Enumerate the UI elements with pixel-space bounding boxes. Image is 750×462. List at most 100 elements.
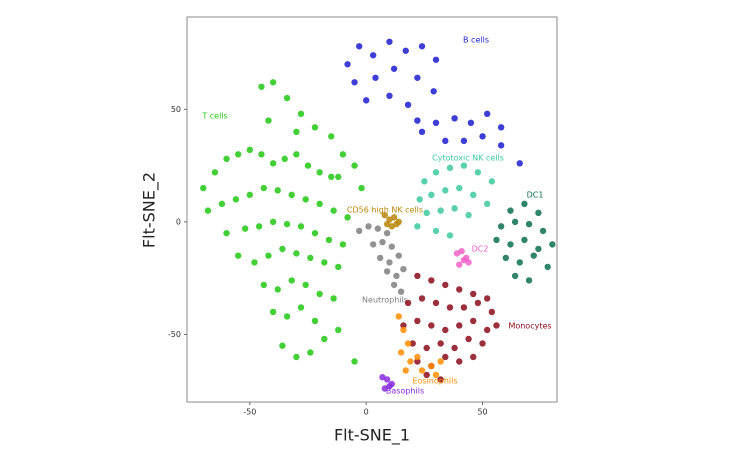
point (204, 207, 212, 214)
point (414, 317, 421, 325)
point (397, 288, 405, 295)
point (260, 281, 267, 289)
point (437, 340, 444, 347)
point (258, 83, 265, 90)
point (246, 191, 254, 199)
point (432, 227, 440, 235)
point (442, 353, 449, 361)
point (293, 250, 300, 257)
point (390, 214, 398, 221)
point (432, 56, 440, 63)
point (535, 209, 542, 217)
point (432, 371, 440, 379)
point (467, 119, 475, 127)
point (218, 200, 226, 208)
point (293, 128, 300, 136)
point (456, 261, 463, 268)
point (328, 173, 335, 181)
point (432, 169, 440, 176)
point (400, 326, 407, 334)
point (414, 117, 421, 124)
point (470, 317, 477, 325)
point (511, 218, 519, 226)
point (234, 252, 242, 259)
point (414, 223, 421, 230)
point (442, 137, 449, 145)
point (335, 173, 342, 181)
point (402, 47, 409, 54)
point (451, 115, 458, 122)
point (423, 209, 430, 217)
point (521, 236, 528, 244)
point (428, 362, 435, 370)
point (493, 322, 500, 329)
point (456, 358, 463, 365)
point (211, 169, 219, 176)
point (479, 133, 486, 140)
cluster-label: Cytotoxic NK cells (432, 154, 504, 163)
point (525, 277, 533, 284)
point (383, 229, 391, 237)
point (418, 367, 426, 374)
point (302, 281, 309, 289)
point (400, 322, 407, 329)
point (246, 146, 254, 154)
point (223, 229, 230, 237)
point (442, 326, 449, 334)
point (369, 241, 377, 248)
point (302, 196, 309, 203)
point (386, 92, 393, 100)
point (265, 252, 272, 259)
point (251, 259, 258, 266)
point (307, 254, 314, 262)
cluster-label: DC1 (527, 191, 544, 200)
point (283, 220, 291, 228)
point (274, 286, 281, 293)
x-tick-label: 0 (364, 408, 369, 417)
point (241, 225, 249, 232)
point (507, 241, 514, 248)
point (297, 110, 305, 118)
point (311, 124, 319, 131)
point (483, 326, 491, 334)
point (288, 191, 295, 199)
point (321, 335, 328, 343)
point (293, 151, 300, 158)
point (474, 299, 482, 307)
point (374, 225, 382, 232)
point (446, 164, 454, 172)
point (386, 259, 393, 266)
cluster-label: Eosinophils (412, 377, 457, 386)
point (497, 124, 505, 131)
cluster-label: T cells (201, 112, 227, 121)
point (407, 358, 414, 365)
point (414, 74, 421, 81)
point (451, 344, 458, 352)
point (279, 245, 286, 253)
point (549, 241, 556, 248)
point (428, 322, 435, 329)
point (393, 272, 400, 280)
cluster-label: DC2 (472, 245, 489, 254)
point (279, 342, 286, 349)
point (397, 349, 405, 356)
point (316, 200, 323, 208)
point (470, 353, 477, 361)
point (383, 268, 391, 275)
point (258, 151, 265, 158)
point (442, 281, 449, 289)
point (456, 184, 463, 192)
point (442, 187, 449, 194)
point (383, 376, 391, 383)
cluster-label: Basophils (386, 387, 424, 396)
point (297, 304, 305, 311)
point (372, 74, 379, 81)
point (460, 137, 468, 145)
point (339, 151, 347, 158)
point (234, 151, 242, 158)
point (483, 200, 491, 208)
point (393, 220, 400, 228)
point (330, 207, 337, 214)
point (321, 259, 328, 266)
point (386, 383, 393, 390)
